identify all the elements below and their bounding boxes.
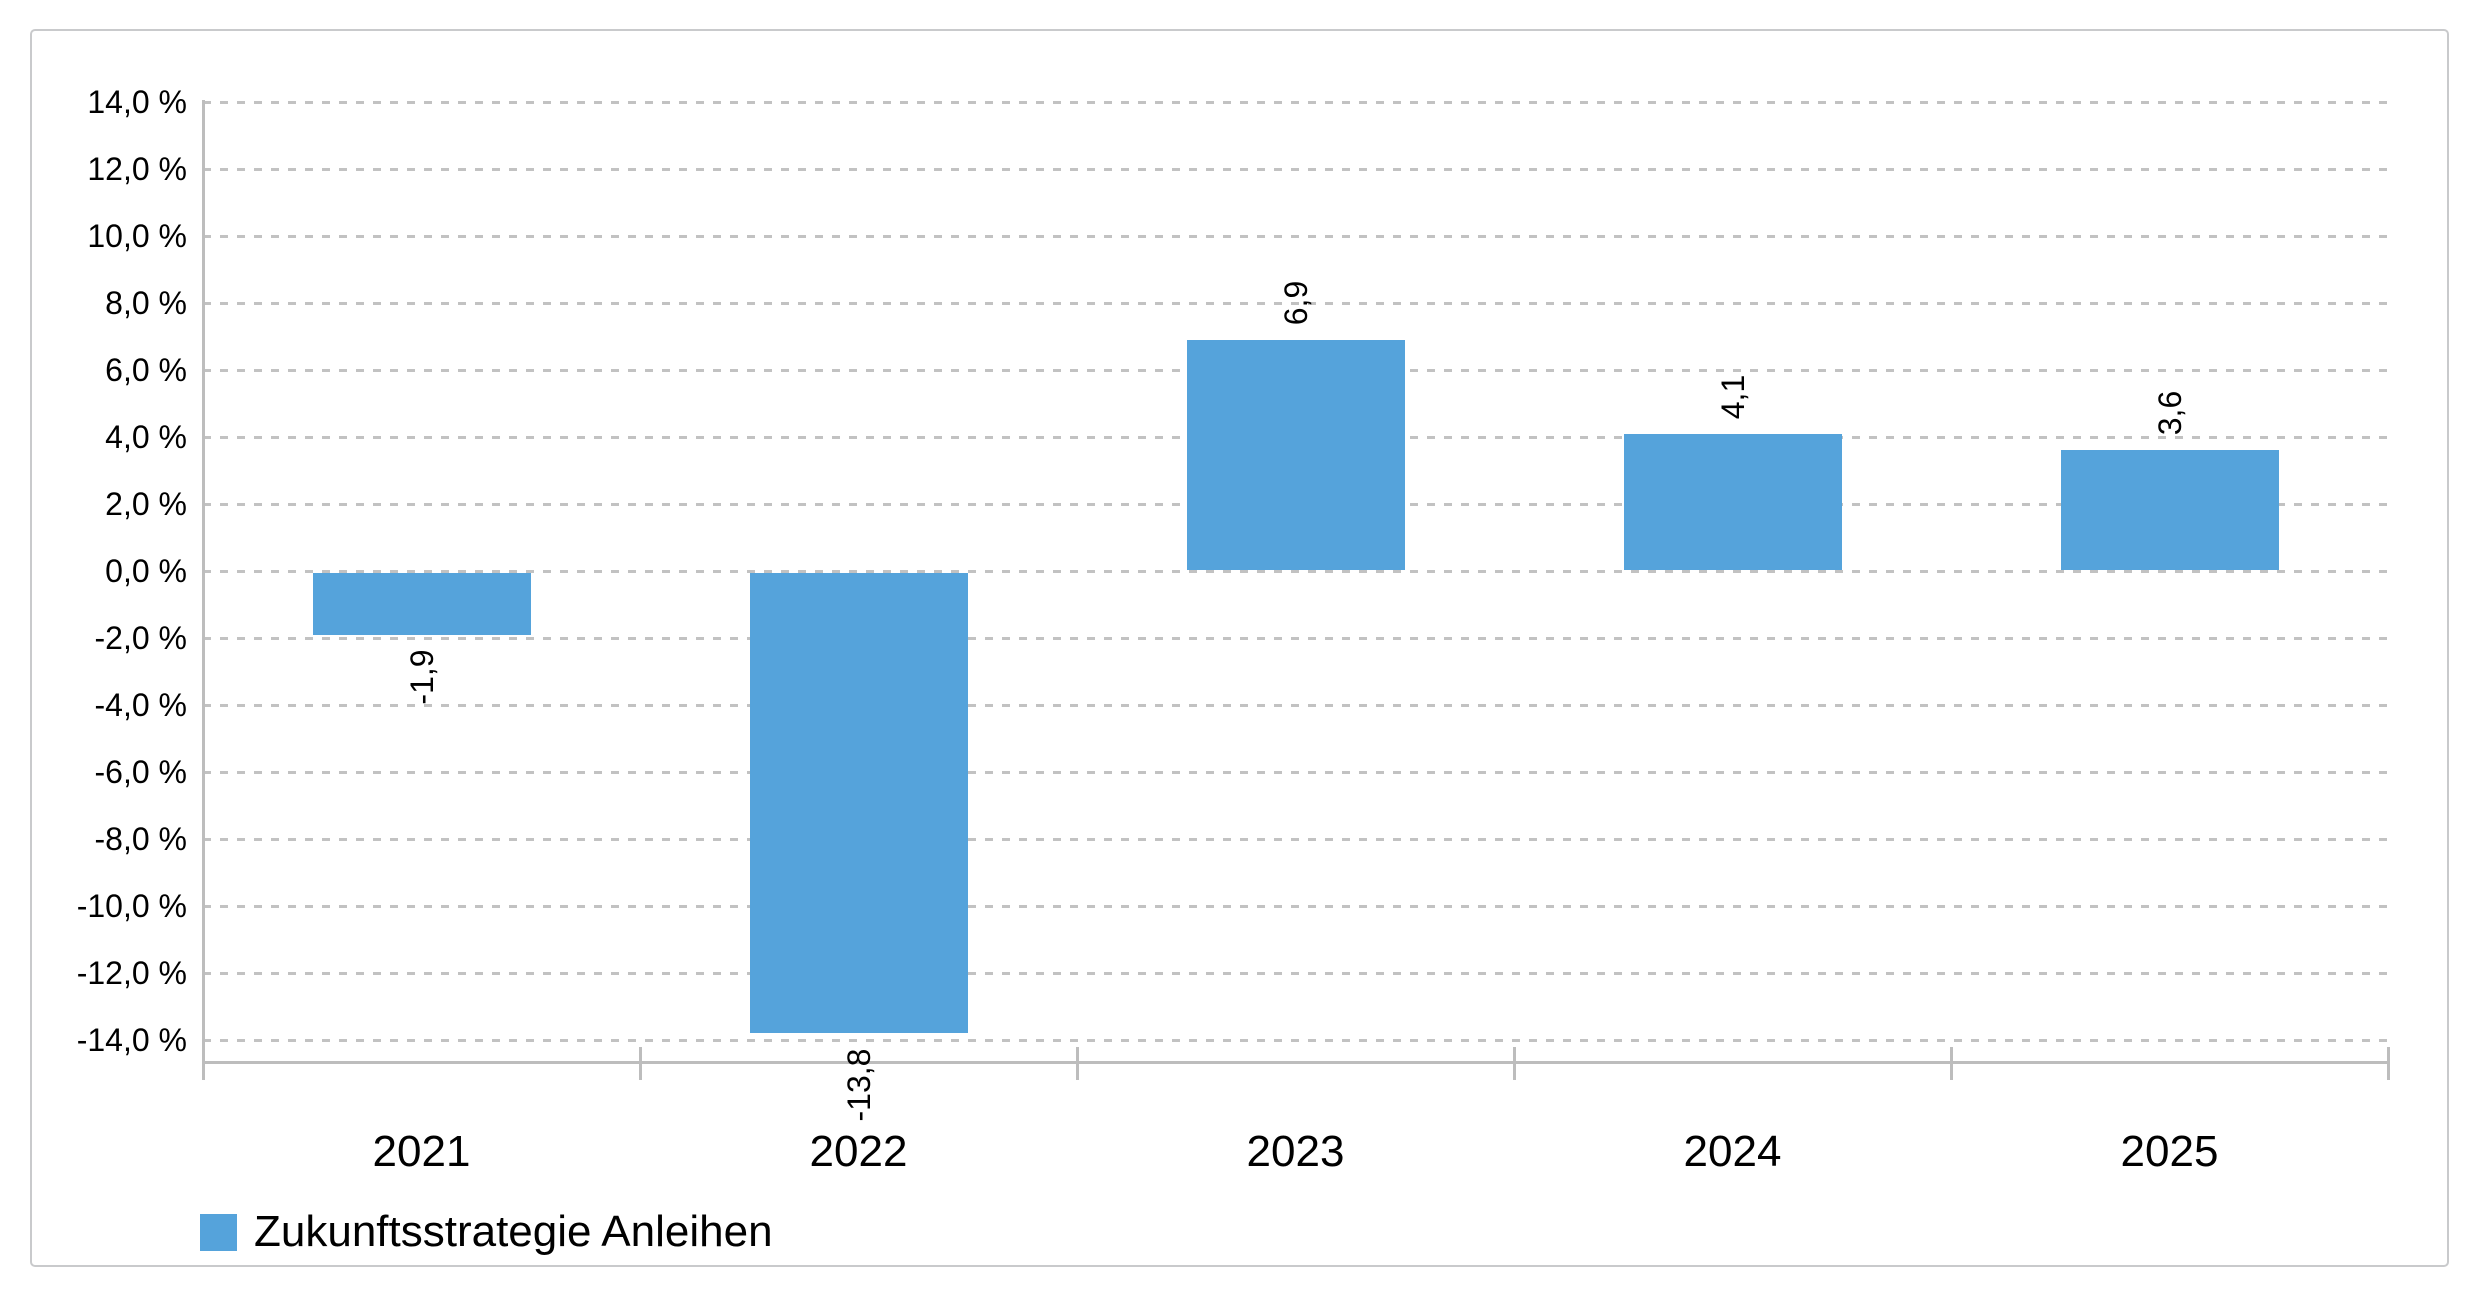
x-axis-category-label: 2022 [809, 1127, 908, 1176]
x-axis-line [203, 1061, 2388, 1064]
y-axis-tick-label: 12,0 % [87, 151, 187, 187]
y-axis-tick-label: 2,0 % [105, 486, 187, 522]
y-axis-tick-label: -6,0 % [94, 754, 187, 790]
y-axis-tick-label: 8,0 % [105, 285, 187, 321]
legend-label: Zukunftsstrategie Anleihen [254, 1207, 773, 1256]
value-label: 3,6 [2151, 390, 2188, 436]
y-axis-tick-label: 14,0 % [87, 84, 187, 120]
x-axis-tick [1076, 1047, 1079, 1080]
gridline [203, 704, 2388, 707]
value-label: 4,1 [1714, 374, 1751, 420]
gridline [203, 838, 2388, 841]
gridline [203, 1039, 2388, 1042]
gridline [203, 101, 2388, 104]
x-axis-tick [2387, 1047, 2390, 1080]
y-axis-tick-label: 6,0 % [105, 352, 187, 388]
legend: Zukunftsstrategie Anleihen [200, 1208, 773, 1256]
gridline [203, 302, 2388, 305]
value-label: -1,9 [403, 649, 440, 705]
x-axis-category-label: 2025 [2120, 1127, 2219, 1176]
x-axis-tick [639, 1047, 642, 1080]
x-axis-category-label: 2024 [1683, 1127, 1782, 1176]
bar [749, 573, 968, 1033]
x-axis-category-label: 2021 [372, 1127, 471, 1176]
x-axis-tick [1513, 1047, 1516, 1080]
legend-swatch [200, 1213, 237, 1251]
gridline [203, 235, 2388, 238]
x-axis-tick [202, 1047, 205, 1080]
y-axis-tick-label: -4,0 % [94, 687, 187, 723]
chart-frame [30, 29, 2449, 1267]
y-axis-tick-label: 10,0 % [87, 218, 187, 254]
y-axis-tick-label: -12,0 % [76, 955, 187, 991]
gridline [203, 570, 2388, 573]
gridline [203, 972, 2388, 975]
bar [312, 573, 531, 635]
y-axis-tick-label: 4,0 % [105, 419, 187, 455]
y-axis-tick-label: -8,0 % [94, 821, 187, 857]
value-label: 6,9 [1277, 280, 1314, 326]
gridline [203, 771, 2388, 774]
gridline [203, 905, 2388, 908]
x-axis-tick [1950, 1047, 1953, 1080]
y-axis-tick-label: -10,0 % [76, 888, 187, 924]
bar [1186, 340, 1405, 570]
y-axis-line [202, 100, 205, 1064]
y-axis-tick-label: -14,0 % [76, 1022, 187, 1058]
y-axis-tick-label: -2,0 % [94, 620, 187, 656]
value-label: -13,8 [840, 1048, 877, 1122]
x-axis-category-label: 2023 [1246, 1127, 1345, 1176]
bar [2060, 450, 2279, 570]
bar [1623, 434, 1842, 570]
gridline [203, 168, 2388, 171]
y-axis-tick-label: 0,0 % [105, 553, 187, 589]
gridline [203, 637, 2388, 640]
